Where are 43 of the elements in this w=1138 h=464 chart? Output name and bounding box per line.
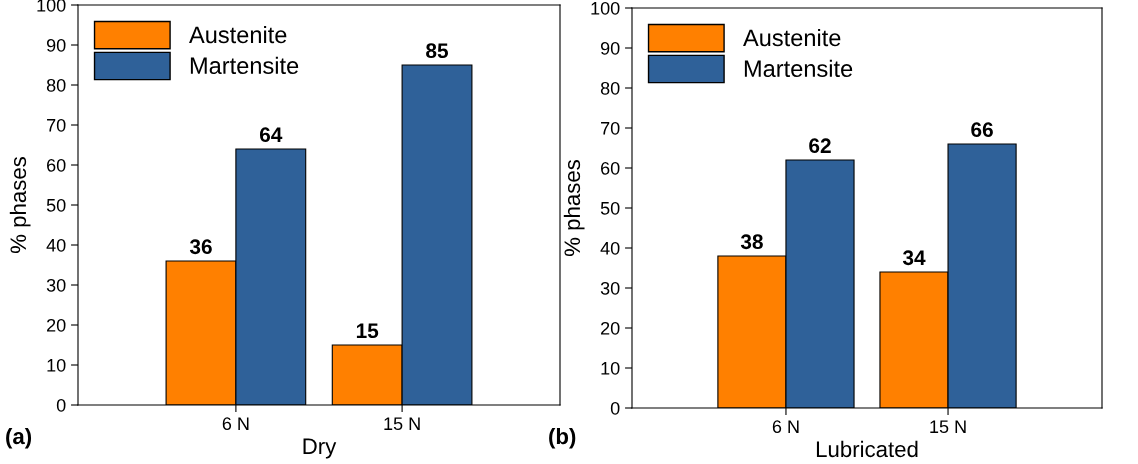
legend-label: Austenite xyxy=(743,28,841,47)
y-tick-label: 90 xyxy=(46,38,66,52)
text: (b) xyxy=(549,427,576,449)
data-label: 15 xyxy=(356,323,379,339)
data-label: 64 xyxy=(259,127,283,143)
data-label: 62 xyxy=(809,138,831,154)
y-tick-label: 100 xyxy=(591,1,620,15)
data-label: 36 xyxy=(189,239,212,255)
data-label: 66 xyxy=(971,122,993,138)
data-label: 85 xyxy=(426,43,449,59)
x-tick-label: 15 N xyxy=(384,417,420,431)
y-tick-label: 70 xyxy=(47,118,66,132)
y-tick-label: 60 xyxy=(47,158,66,172)
y-axis-title: % phases xyxy=(563,160,585,256)
data-label: 38 xyxy=(740,234,763,250)
y-tick-label: 80 xyxy=(46,78,66,92)
y-tick-label: 0 xyxy=(610,401,620,415)
y-tick-label: 10 xyxy=(601,361,620,375)
x-tick-label: 15 N xyxy=(930,420,966,434)
y-tick-label: 90 xyxy=(600,41,620,55)
y-tick-label: 50 xyxy=(46,198,66,212)
y-tick-label: 20 xyxy=(47,318,66,332)
x-tick-label: 6 N xyxy=(772,420,799,434)
x-axis-title: Lubricated xyxy=(816,440,918,458)
text: (a) xyxy=(6,427,32,449)
y-tick-label: 20 xyxy=(601,321,620,335)
x-axis-title: Dry xyxy=(303,438,337,459)
y-tick-label: 50 xyxy=(600,201,620,215)
y-tick-label: 80 xyxy=(600,81,620,95)
y-tick-label: 30 xyxy=(600,281,620,295)
data-label: 34 xyxy=(902,250,926,266)
legend-label: Martensite xyxy=(744,59,853,78)
legend-label: Austenite xyxy=(189,25,287,44)
x-tick-label: 6 N xyxy=(222,417,249,431)
y-tick-label: 40 xyxy=(46,238,66,252)
y-tick-label: 60 xyxy=(601,161,620,175)
y-tick-label: 40 xyxy=(600,241,620,255)
legend-label: Martensite xyxy=(190,56,299,75)
y-tick-label: 0 xyxy=(56,398,66,412)
y-axis-title: % phases xyxy=(9,157,31,253)
y-tick-label: 10 xyxy=(47,358,66,372)
y-tick-label: 70 xyxy=(601,121,620,135)
y-tick-label: 30 xyxy=(46,278,66,292)
